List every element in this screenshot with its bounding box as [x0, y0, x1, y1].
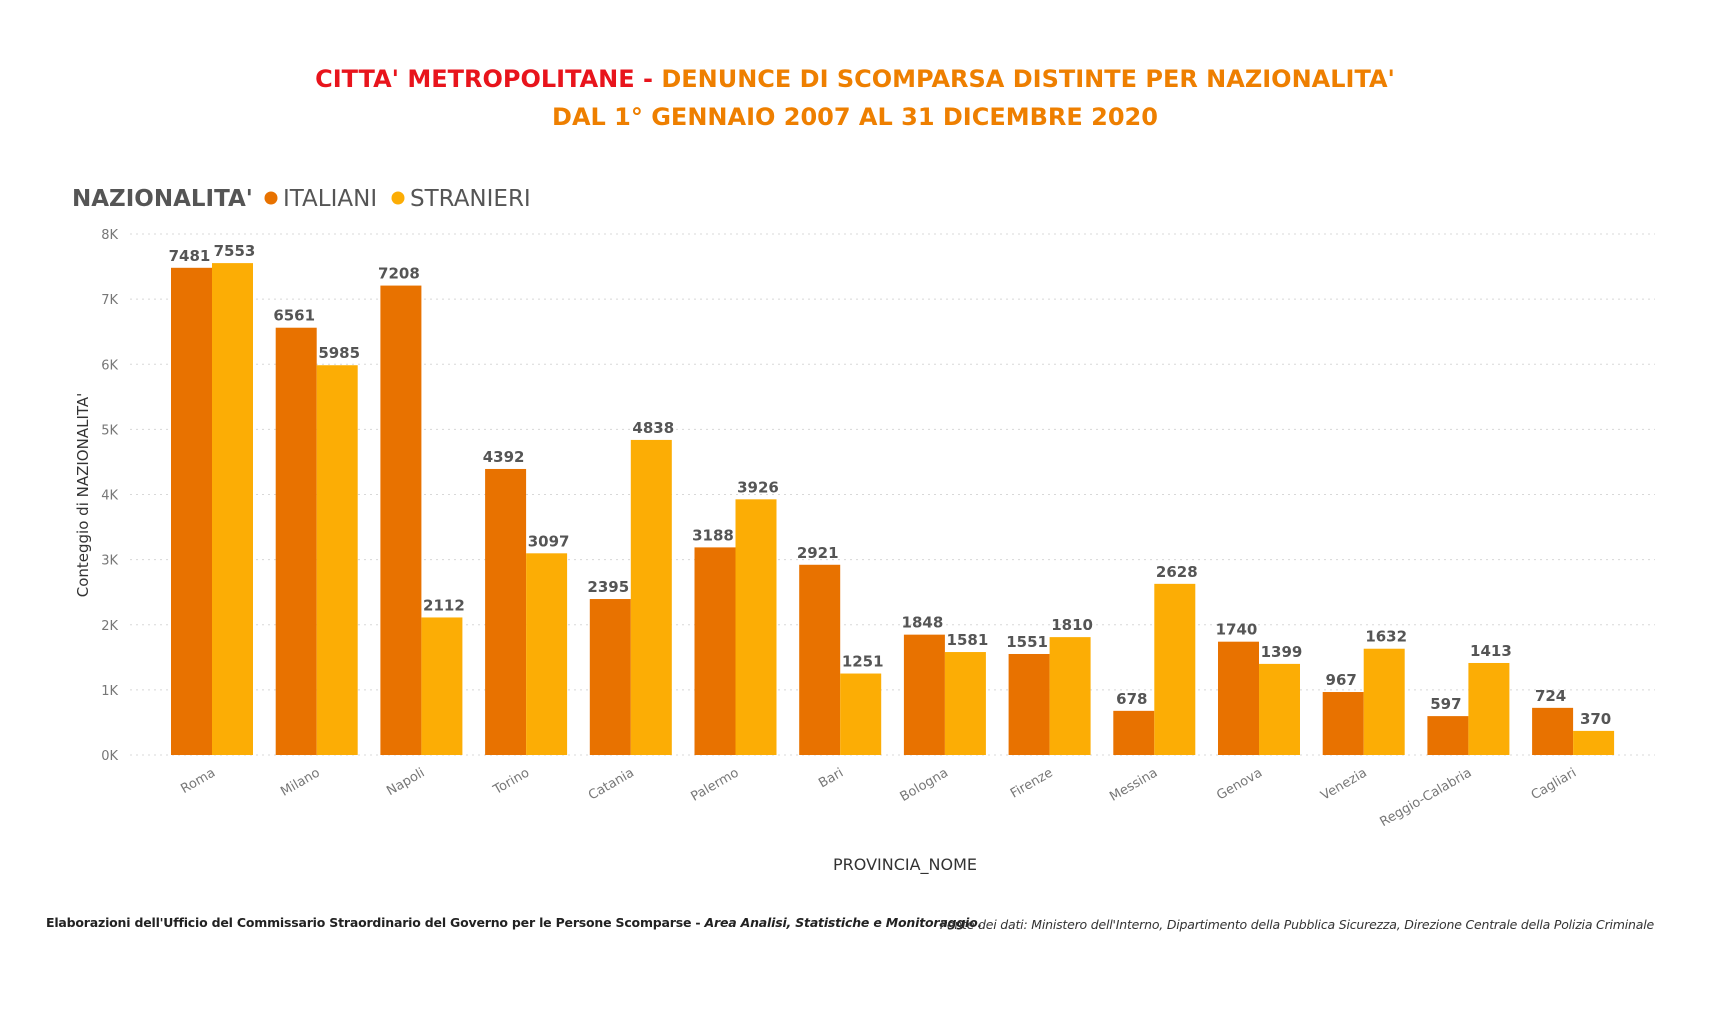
x-tick-label: Genova — [1214, 765, 1265, 803]
bar-italiani — [1532, 707, 1574, 755]
data-label: 2112 — [423, 596, 465, 614]
data-label: 1810 — [1051, 616, 1093, 634]
bar-stranieri — [840, 673, 882, 755]
data-label: 7553 — [214, 242, 256, 260]
data-label: 1551 — [1006, 633, 1048, 651]
data-label: 1848 — [902, 614, 944, 632]
data-label: 1581 — [947, 631, 989, 649]
bar-italiani — [1113, 710, 1155, 755]
data-label: 724 — [1535, 687, 1566, 705]
bar-stranieri — [1573, 730, 1615, 755]
data-label: 2395 — [587, 578, 629, 596]
bar-italiani — [1322, 692, 1364, 755]
y-tick-label: 3K — [101, 554, 118, 569]
data-label: 7481 — [169, 247, 211, 265]
bar-stranieri — [944, 652, 986, 755]
bar-italiani — [1427, 716, 1469, 755]
bar-chart: 0K 1K 2K 3K 4K 5K 6K 7K 8K 7481 7553 Roma 6561 5985 Mi… — [72, 186, 1655, 875]
x-tick-label: Bari — [816, 765, 846, 791]
bar-italiani — [694, 547, 736, 755]
data-label: 1413 — [1470, 642, 1512, 660]
y-tick-label: 5K — [101, 423, 118, 438]
data-label: 3926 — [737, 478, 779, 496]
bar-stranieri — [1363, 648, 1405, 755]
bar-stranieri — [630, 439, 672, 755]
bar-italiani — [1218, 641, 1259, 755]
chart-title: CITTA' METROPOLITANE - DENUNCE DI SCOMPA… — [0, 60, 1710, 136]
footer-source: Fonte dei dati: Ministero dell'Interno, … — [939, 917, 1654, 932]
title-line-2: DAL 1° GENNAIO 2007 AL 31 DICEMBRE 2020 — [552, 103, 1158, 131]
bar-stranieri — [1259, 663, 1300, 755]
data-label: 967 — [1326, 671, 1357, 689]
data-label: 3188 — [692, 526, 734, 544]
data-label: 678 — [1116, 690, 1147, 708]
legend-title: NAZIONALITA' — [72, 186, 253, 212]
data-label: 2628 — [1156, 563, 1198, 581]
x-tick-label: Bologna — [898, 765, 951, 804]
x-tick-label: Catania — [586, 765, 637, 803]
x-tick-label: Firenze — [1008, 765, 1056, 801]
x-tick-label: Messina — [1107, 765, 1160, 804]
x-tick-label: Cagliari — [1529, 765, 1579, 803]
data-label: 2921 — [797, 544, 839, 562]
data-label: 597 — [1430, 695, 1461, 713]
bar-stranieri — [316, 365, 358, 755]
data-label: 1399 — [1261, 643, 1303, 661]
y-tick-label: 4K — [101, 489, 118, 504]
data-label: 7208 — [378, 265, 420, 283]
footer-credits: Elaborazioni dell'Ufficio del Commissari… — [46, 915, 982, 930]
data-label: 1632 — [1365, 628, 1407, 646]
legend-marker-italiani — [264, 191, 278, 205]
legend-label-italiani: ITALIANI — [283, 186, 377, 212]
bar-italiani — [275, 327, 317, 755]
data-label: 3097 — [528, 532, 570, 550]
data-label: 1740 — [1216, 621, 1258, 639]
data-label: 370 — [1580, 710, 1611, 728]
x-tick-label: Reggio-Calabria — [1377, 765, 1474, 830]
y-tick-label: 2K — [101, 619, 118, 634]
bar-italiani — [485, 468, 527, 755]
bar-italiani — [171, 267, 212, 755]
data-label: 4392 — [483, 448, 525, 466]
data-label: 6561 — [273, 307, 315, 325]
title-red-part: CITTA' METROPOLITANE - — [315, 65, 662, 93]
data-label: 1251 — [842, 653, 884, 671]
bar-stranieri — [735, 499, 777, 755]
bar-italiani — [589, 599, 631, 755]
bar-stranieri — [1049, 637, 1091, 755]
title-orange-part: DENUNCE DI SCOMPARSA DISTINTE PER NAZION… — [661, 65, 1395, 93]
bar-stranieri — [1154, 583, 1196, 755]
bar-stranieri — [526, 553, 568, 755]
bar-italiani — [1008, 653, 1050, 755]
title-line-1: CITTA' METROPOLITANE - DENUNCE DI SCOMPA… — [0, 60, 1710, 98]
data-label: 5985 — [318, 344, 360, 362]
bar-stranieri — [1468, 662, 1510, 755]
y-tick-label: 1K — [101, 684, 118, 699]
bar-italiani — [903, 634, 945, 755]
x-tick-label: Roma — [178, 765, 218, 797]
data-label: 4838 — [632, 419, 674, 437]
bar-stranieri — [421, 617, 463, 755]
x-tick-label: Napoli — [384, 765, 427, 799]
y-tick-label: 7K — [101, 293, 118, 308]
footer-credits-text: Elaborazioni dell'Ufficio del Commissari… — [46, 915, 705, 930]
y-tick-label: 8K — [101, 228, 118, 243]
x-tick-label: Torino — [490, 765, 532, 798]
footer-credits-area: Area Analisi, Statistiche e Monitoraggio… — [704, 915, 983, 930]
x-tick-label: Venezia — [1318, 765, 1369, 803]
x-axis-title: PROVINCIA_NOME — [833, 855, 977, 875]
bar-stranieri — [212, 263, 253, 755]
bar-italiani — [380, 285, 422, 755]
y-axis-title: Conteggio di NAZIONALITA' — [74, 393, 92, 598]
y-tick-label: 6K — [101, 358, 118, 373]
legend-label-stranieri: STRANIERI — [410, 186, 531, 212]
y-tick-label: 0K — [101, 749, 118, 764]
bar-italiani — [799, 564, 841, 755]
x-tick-label: Milano — [278, 765, 322, 799]
x-tick-label: Palermo — [688, 765, 741, 804]
legend-marker-stranieri — [391, 191, 405, 205]
